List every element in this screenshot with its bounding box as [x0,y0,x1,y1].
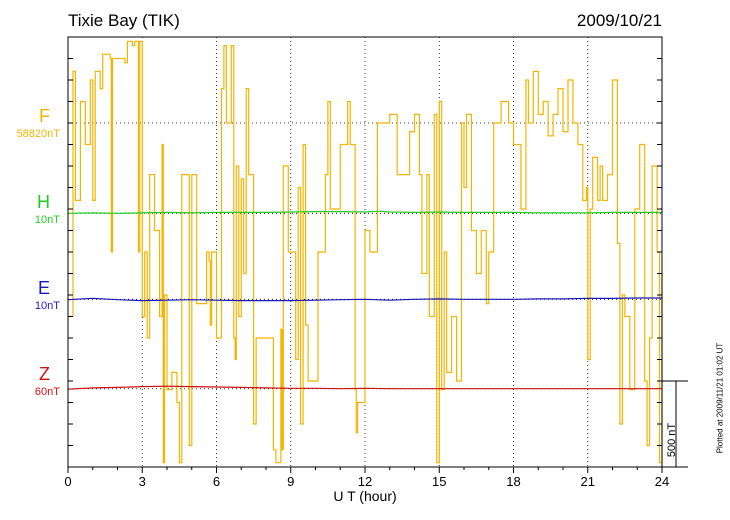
date-title: 2009/10/21 [576,11,662,30]
x-tick-label: 24 [655,474,669,489]
x-tick-label: 15 [432,474,446,489]
plotted-timestamp: Plotted at 2009/11/21 01:02 UT [715,342,725,454]
x-tick-label: 18 [506,474,520,489]
series-h-line [67,210,662,214]
series-f-line [68,40,663,464]
component-label-f: F [39,106,50,126]
x-tick-label: 3 [139,474,146,489]
series-layer [67,40,663,464]
x-axis-label: U T (hour) [333,488,397,504]
component-scale-f: 58820nT [16,128,60,140]
component-scale-z: 60nT [34,386,60,398]
x-tick-label: 12 [358,474,372,489]
series-z-line [67,385,662,390]
x-tick-label: 6 [213,474,220,489]
axis-ticks: 0 3 6 9 12 15 18 21 24 [64,36,669,489]
scale-bar [662,380,688,468]
component-label-h: H [37,192,50,212]
series-e-line [67,297,662,302]
component-scale-e: 10nT [34,300,60,312]
component-label-e: E [37,278,50,298]
component-scale-h: 10nT [34,214,60,226]
component-label-z: Z [39,364,50,384]
station-title: Tixie Bay (TIK) [68,11,180,30]
x-tick-label: 21 [581,474,595,489]
x-tick-label: 9 [287,474,294,489]
x-tick-label: 0 [64,474,71,489]
scale-bar-label: 500 nT [666,422,678,458]
